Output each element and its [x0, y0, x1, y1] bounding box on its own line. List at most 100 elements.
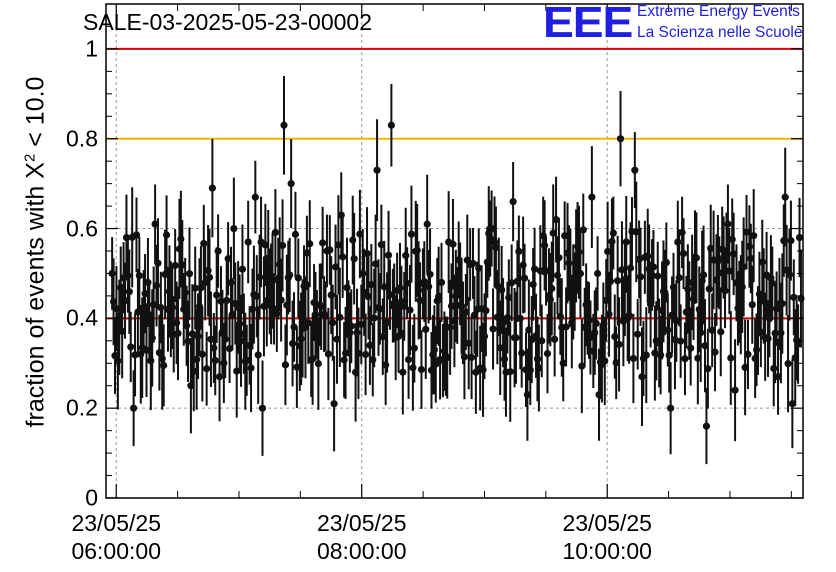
data-point	[171, 261, 179, 270]
data-point	[205, 273, 214, 281]
data-point	[674, 238, 682, 246]
data-point	[214, 247, 222, 255]
data-point	[309, 355, 317, 363]
data-point	[201, 278, 209, 287]
data-point	[512, 334, 520, 342]
data-point	[705, 285, 713, 293]
data-point	[339, 253, 347, 261]
data-point	[466, 260, 474, 269]
data-point	[174, 329, 182, 338]
data-point	[417, 365, 426, 374]
data-point	[473, 305, 481, 313]
data-point	[553, 271, 562, 279]
data-point	[774, 373, 782, 381]
data-point	[709, 256, 718, 264]
data-point	[536, 267, 544, 275]
data-point	[470, 311, 479, 319]
data-point	[181, 288, 189, 297]
data-point	[724, 220, 732, 228]
data-point	[154, 259, 162, 267]
data-point	[244, 238, 252, 246]
data-point	[409, 364, 417, 372]
data-point	[402, 251, 410, 260]
data-point	[551, 335, 559, 343]
data-point	[350, 255, 358, 263]
data-point	[684, 285, 692, 293]
data-point	[162, 231, 171, 239]
data-point	[559, 359, 567, 367]
data-point	[230, 224, 238, 233]
data-point	[372, 260, 380, 268]
data-point	[150, 301, 158, 309]
data-point	[184, 337, 192, 345]
data-point	[366, 341, 374, 349]
data-point	[112, 304, 121, 313]
data-point	[488, 224, 496, 233]
eee-logo: EEE Extreme Energy Events La Scienza nel…	[543, 0, 833, 47]
data-point	[760, 292, 768, 300]
data-point	[108, 269, 116, 278]
data-point	[124, 272, 132, 280]
data-point	[376, 305, 384, 313]
data-point	[220, 359, 228, 367]
data-point	[518, 349, 526, 357]
data-point	[702, 422, 711, 430]
data-point	[258, 404, 267, 412]
data-point	[180, 305, 188, 313]
data-point	[198, 350, 206, 358]
data-point	[520, 274, 529, 282]
data-point	[165, 287, 174, 296]
data-point	[538, 337, 546, 345]
data-point	[394, 332, 403, 340]
data-point	[330, 400, 338, 408]
data-point	[336, 313, 344, 321]
data-point	[115, 323, 123, 331]
data-point	[742, 228, 751, 236]
data-point	[237, 337, 245, 345]
data-point	[562, 323, 570, 331]
y-tick-label: 0.2	[66, 394, 98, 421]
data-point	[160, 361, 168, 370]
data-point	[435, 292, 443, 300]
data-point	[387, 121, 395, 129]
data-point	[356, 230, 364, 238]
data-point	[581, 323, 589, 331]
data-point	[542, 267, 550, 275]
data-point	[400, 302, 408, 310]
data-point	[566, 274, 574, 282]
data-point	[634, 330, 642, 338]
data-point	[677, 337, 685, 345]
data-point	[615, 340, 623, 348]
data-point	[675, 274, 683, 282]
data-point	[287, 180, 295, 188]
data-point	[377, 240, 385, 249]
data-point	[541, 241, 549, 249]
data-point	[462, 308, 470, 316]
grid-lines	[106, 4, 803, 498]
data-point	[207, 335, 215, 343]
data-point	[644, 252, 652, 260]
data-point	[672, 317, 680, 325]
data-point	[601, 357, 609, 365]
data-point	[340, 356, 348, 364]
data-point	[152, 282, 161, 290]
data-point	[629, 354, 638, 363]
data-point	[213, 291, 221, 299]
data-point	[384, 251, 393, 259]
data-point	[632, 228, 640, 236]
data-point	[334, 241, 343, 249]
data-point	[203, 365, 211, 373]
y-tick-label: 1	[85, 35, 98, 62]
data-point	[253, 292, 261, 300]
data-point	[579, 226, 587, 234]
data-point	[505, 293, 513, 302]
data-point	[261, 241, 269, 249]
chart-title: SALE-03-2025-05-23-00002	[83, 9, 372, 35]
data-point	[744, 350, 752, 358]
data-point	[416, 296, 424, 304]
data-point	[210, 344, 218, 352]
data-point	[715, 269, 723, 277]
data-point	[770, 364, 778, 373]
y-axis-label-sup: 2	[21, 153, 39, 163]
